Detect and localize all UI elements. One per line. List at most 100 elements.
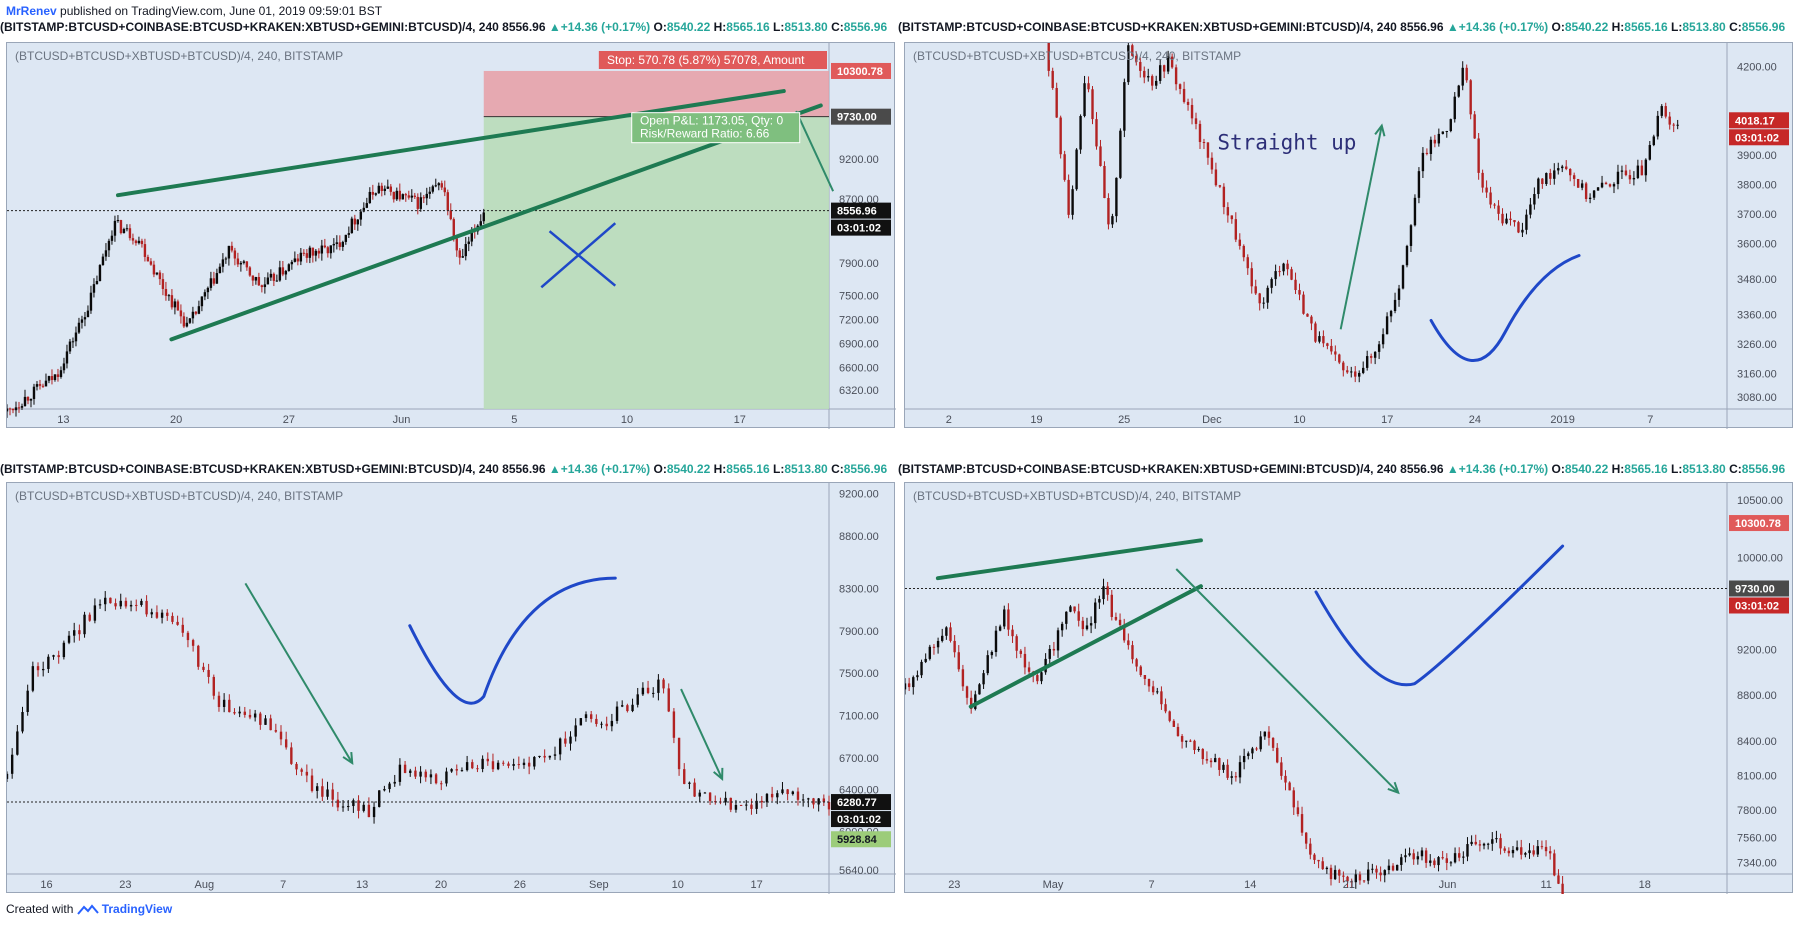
candle <box>1185 740 1188 748</box>
candle-body <box>1401 265 1405 289</box>
candle-body <box>23 396 27 407</box>
candle <box>1048 645 1051 664</box>
footer-brand-link[interactable]: TradingView <box>101 902 173 916</box>
symbol-text[interactable]: (BITSTAMP:BTCUSD+COINBASE:BTCUSD+KRAKEN:… <box>0 462 499 476</box>
candle <box>1453 92 1456 123</box>
low-value: 8513.80 <box>1682 462 1726 476</box>
candle-body <box>74 332 78 342</box>
candle-body <box>990 652 994 656</box>
candle-body <box>667 688 670 712</box>
candle-body <box>409 770 412 773</box>
candle-body <box>145 600 148 615</box>
candle-body <box>1557 168 1560 171</box>
candle <box>1198 120 1202 150</box>
candle-body <box>314 250 318 256</box>
candle-body <box>615 706 619 721</box>
chart-frame[interactable]: 7340.00 7560.00 7800.00 8100.00 8400.00 8800.… <box>904 482 1793 894</box>
candle-body <box>1194 118 1198 124</box>
candle <box>1156 687 1159 695</box>
candle-body <box>88 614 91 621</box>
x-tick-label: Sep <box>589 879 609 891</box>
candle <box>986 650 989 676</box>
candle <box>1334 345 1337 361</box>
candle <box>29 398 33 408</box>
current-price-tag-bg <box>1729 580 1789 597</box>
candle-body <box>236 258 240 265</box>
open-label: O: <box>653 20 667 34</box>
candle <box>114 598 117 610</box>
candle <box>1131 43 1134 57</box>
candle-body <box>278 267 282 281</box>
symbol-text[interactable]: (BITSTAMP:BTCUSD+COINBASE:BTCUSD+KRAKEN:… <box>0 20 499 34</box>
candle-body <box>548 755 552 758</box>
candle <box>314 249 318 262</box>
candle-body <box>1201 749 1204 760</box>
candle-body <box>73 630 76 636</box>
open-value: 8540.22 <box>1564 462 1609 476</box>
candle <box>1545 172 1548 186</box>
candle <box>1397 284 1401 307</box>
candle <box>143 238 147 262</box>
candle-body <box>1185 740 1188 742</box>
chart-frame[interactable]: 6320.00 6600.00 6900.00 7200.00 7500.00 7900.… <box>6 42 896 429</box>
y-tick-label: 3900.00 <box>1737 150 1777 162</box>
candle-body <box>1267 731 1271 738</box>
candle <box>1413 194 1417 227</box>
candle-body <box>1524 853 1527 855</box>
current-price-tag-bg <box>831 202 891 219</box>
candle <box>1182 81 1186 104</box>
candle <box>1616 164 1620 190</box>
candle-body <box>181 624 184 633</box>
candle-body <box>110 235 114 241</box>
candle-body <box>1507 850 1511 854</box>
candle <box>1015 634 1018 659</box>
stop-info-bg <box>598 51 827 69</box>
candle <box>50 369 54 385</box>
candle <box>1194 112 1198 130</box>
candle <box>1298 283 1301 301</box>
candle <box>119 593 122 610</box>
candle-body <box>760 800 763 803</box>
candle-body <box>1541 178 1544 184</box>
stop-price-tag: 10300.78 <box>831 62 891 79</box>
candle-body <box>796 791 800 800</box>
candle-body <box>1242 245 1245 258</box>
candle <box>251 275 255 286</box>
candle <box>1094 598 1097 629</box>
candle <box>1568 168 1572 182</box>
alert-price-tag-bg <box>831 831 891 848</box>
candle-body <box>1263 731 1267 737</box>
candle-body <box>365 203 369 208</box>
candle-body <box>92 284 96 293</box>
candle-body <box>443 187 446 193</box>
candle-body <box>1156 691 1159 693</box>
candle <box>1091 86 1094 125</box>
candle <box>1234 212 1238 243</box>
candle <box>1218 757 1221 776</box>
candle-body <box>149 261 153 265</box>
x-tick-label: Dec <box>1202 414 1222 426</box>
candle-body <box>269 718 272 731</box>
chart-frame[interactable]: 5640.006000.006400.006700.007100.007500.… <box>6 482 896 894</box>
candle <box>1470 835 1473 846</box>
arrow-shaft <box>244 582 354 764</box>
candle <box>482 208 485 225</box>
candle-body <box>272 273 276 281</box>
chart-frame[interactable]: Straight up 3080.00 3160.00 3260.00 3360.00 3… <box>904 42 1793 429</box>
candle-body <box>68 341 72 352</box>
candle-body <box>170 295 174 308</box>
candle-body <box>197 645 200 667</box>
x-tick-label: 16 <box>40 879 52 891</box>
candle-body <box>1198 123 1202 143</box>
author-link[interactable]: MrRenev <box>6 4 57 18</box>
candle-body <box>703 792 707 794</box>
candle <box>579 718 583 726</box>
candle-body <box>305 253 309 258</box>
candle <box>331 782 334 807</box>
symbol-text[interactable]: (BITSTAMP:BTCUSD+COINBASE:BTCUSD+KRAKEN:… <box>898 462 1397 476</box>
symbol-text[interactable]: (BITSTAMP:BTCUSD+COINBASE:BTCUSD+KRAKEN:… <box>898 20 1397 34</box>
candle-body <box>1405 245 1409 266</box>
candle <box>245 261 249 271</box>
candle-body <box>1099 146 1102 166</box>
candle <box>912 675 915 695</box>
